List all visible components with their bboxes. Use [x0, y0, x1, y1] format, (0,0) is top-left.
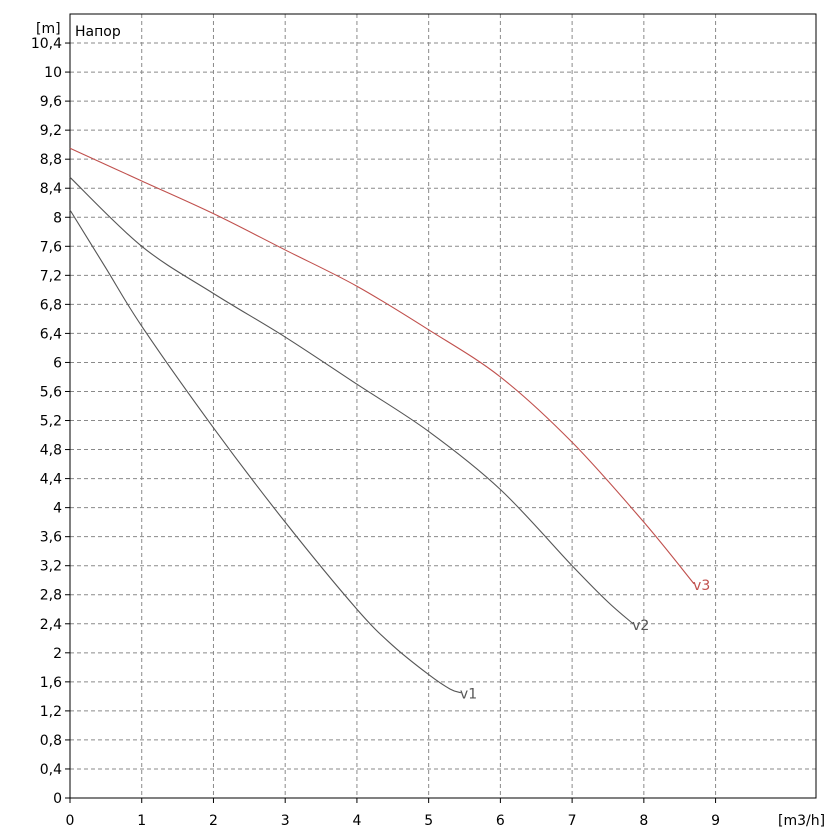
y-tick-label: 7,2: [40, 268, 62, 284]
y-tick-label: 1,2: [40, 704, 62, 720]
x-tick-label: 7: [568, 813, 577, 829]
x-tick-label: 0: [66, 813, 75, 829]
y-tick-label: 6: [53, 355, 62, 371]
y-tick-label: 4,4: [40, 472, 62, 488]
series-line-v2: [69, 176, 634, 625]
y-tick-label: 10: [44, 65, 62, 81]
y-tick-label: 10,4: [31, 36, 62, 52]
x-tick-label: 3: [281, 813, 290, 829]
series-line-v3: [69, 147, 695, 585]
y-tick-label: 1,6: [40, 675, 62, 691]
y-tick-label: 5,6: [40, 384, 62, 400]
y-tick-label: 9,6: [40, 94, 62, 110]
y-tick-label: 2: [53, 646, 62, 662]
y-tick-label: 0: [53, 791, 62, 807]
plot-frame: [69, 13, 817, 799]
x-tick-label: 6: [496, 813, 505, 829]
x-axis-tick-labels: 0 1 2 3 4 5 6 7 8 9: [66, 813, 720, 829]
y-tick-label: 4: [53, 501, 62, 517]
y-axis-unit-label: [m]: [36, 21, 61, 37]
x-tick-label: 8: [639, 813, 648, 829]
y-tick-label: 2,4: [40, 617, 62, 633]
grid: [70, 14, 816, 798]
series-line-v1: [69, 209, 462, 694]
series-lines: [69, 147, 695, 694]
legend-title: Напор: [75, 24, 121, 40]
series-labels: v1 v2 v3: [460, 578, 710, 703]
y-tick-label: 2,8: [40, 588, 62, 604]
y-tick-label: 3,2: [40, 559, 62, 575]
x-tick-label: 2: [209, 813, 218, 829]
y-tick-label: 8: [53, 210, 62, 226]
y-axis-tick-labels: 0 0,4 0,8 1,2 1,6 2 2,4 2,8 3,2 3,6 4 4,4 4,8 5,2 5,6 6…: [31, 36, 62, 807]
series-label-v2: v2: [632, 618, 649, 634]
y-tick-label: 6,4: [40, 326, 62, 342]
series-label-v3: v3: [693, 578, 710, 594]
x-tick-label: 5: [424, 813, 433, 829]
y-tick-label: 8,8: [40, 152, 62, 168]
y-tick-label: 7,6: [40, 239, 62, 255]
y-tick-label: 0,4: [40, 762, 62, 778]
y-tick-label: 0,8: [40, 733, 62, 749]
y-tick-label: 3,6: [40, 530, 62, 546]
series-label-v1: v1: [460, 687, 477, 703]
legend-box: [71, 19, 133, 41]
tick-marks: [65, 42, 717, 803]
x-tick-label: 9: [711, 813, 720, 829]
x-tick-label: 4: [352, 813, 361, 829]
x-tick-label: 1: [137, 813, 146, 829]
y-tick-label: 9,2: [40, 123, 62, 139]
y-tick-label: 8,4: [40, 181, 62, 197]
y-tick-label: 4,8: [40, 443, 62, 459]
y-tick-label: 6,8: [40, 297, 62, 313]
y-tick-label: 5,2: [40, 414, 62, 430]
x-axis-unit-label: [m3/h]: [778, 813, 825, 829]
